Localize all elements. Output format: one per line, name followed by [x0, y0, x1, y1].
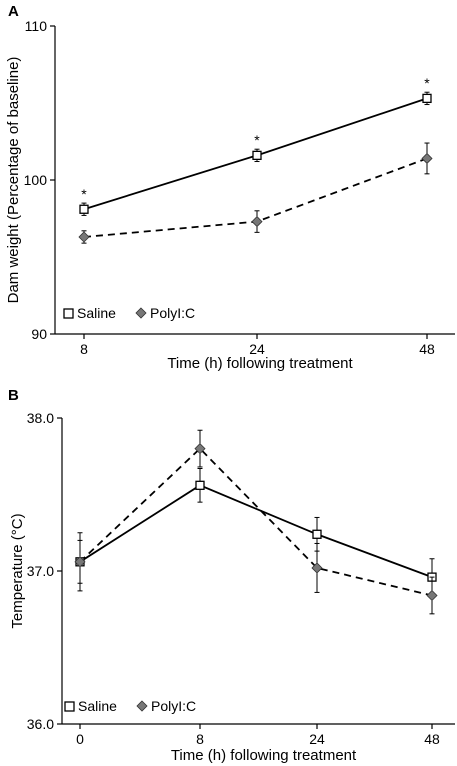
data-point-polyi-c [194, 443, 206, 455]
x-tick-label: 24 [249, 341, 265, 357]
x-tick-label: 0 [76, 731, 84, 747]
legend-label-saline: Saline [77, 305, 116, 321]
legend-symbol-polyi-c [135, 307, 147, 319]
legend-label-saline: Saline [78, 698, 117, 714]
data-point-polyi-c [426, 589, 438, 602]
x-tick-label: 8 [196, 731, 204, 747]
series-line-polyi-c [79, 447, 433, 597]
x-axis-label: Time (h) following treatment [167, 355, 353, 372]
y-tick-label: 38.0 [27, 410, 54, 426]
legend-label-polyi-c: PolyI:C [150, 305, 195, 321]
data-point-polyi-c [421, 152, 433, 165]
legend-symbol-saline [64, 701, 75, 712]
data-point-polyi-c [251, 216, 263, 228]
significance-marker: * [254, 132, 260, 148]
x-tick-label: 48 [424, 731, 440, 747]
panel-label: B [8, 387, 19, 404]
y-tick-label: 36.0 [27, 716, 54, 732]
legend-symbol-saline [63, 308, 74, 319]
panel-label: A [8, 3, 19, 20]
significance-marker: * [424, 75, 430, 91]
x-tick-label: 8 [80, 341, 88, 357]
data-point-saline [312, 529, 322, 539]
data-point-saline [422, 93, 432, 104]
significance-marker: * [81, 186, 87, 202]
data-point-polyi-c [78, 231, 90, 243]
legend-label-polyi-c: PolyI:C [151, 698, 196, 714]
series-line-saline [79, 484, 433, 578]
chart-panel-b: B 36.0 37.0 38.0 0 8 24 48 Time (h) following tr… [8, 387, 455, 764]
y-axis-label: Temperature (°C) [9, 513, 26, 628]
data-point-saline [252, 150, 262, 161]
legend-symbol-polyi-c [136, 700, 148, 712]
x-tick-label: 48 [419, 341, 435, 357]
data-point-polyi-c [311, 562, 323, 574]
y-tick-label: 110 [25, 18, 48, 34]
y-tick-label: 100 [24, 172, 48, 188]
chart-panel-a: A 90 100 110 8 24 48 Time (h) following treatme… [5, 3, 455, 372]
y-tick-label: 37.0 [27, 563, 54, 579]
x-tick-label: 24 [309, 731, 325, 747]
x-axis-label: Time (h) following treatment [171, 747, 357, 764]
y-axis-label: Dam weight (Percentage of baseline) [5, 57, 22, 304]
y-tick-label: 90 [31, 326, 47, 342]
data-point-saline [195, 480, 205, 490]
data-point-polyi-c [74, 556, 86, 568]
data-point-saline [79, 204, 89, 214]
